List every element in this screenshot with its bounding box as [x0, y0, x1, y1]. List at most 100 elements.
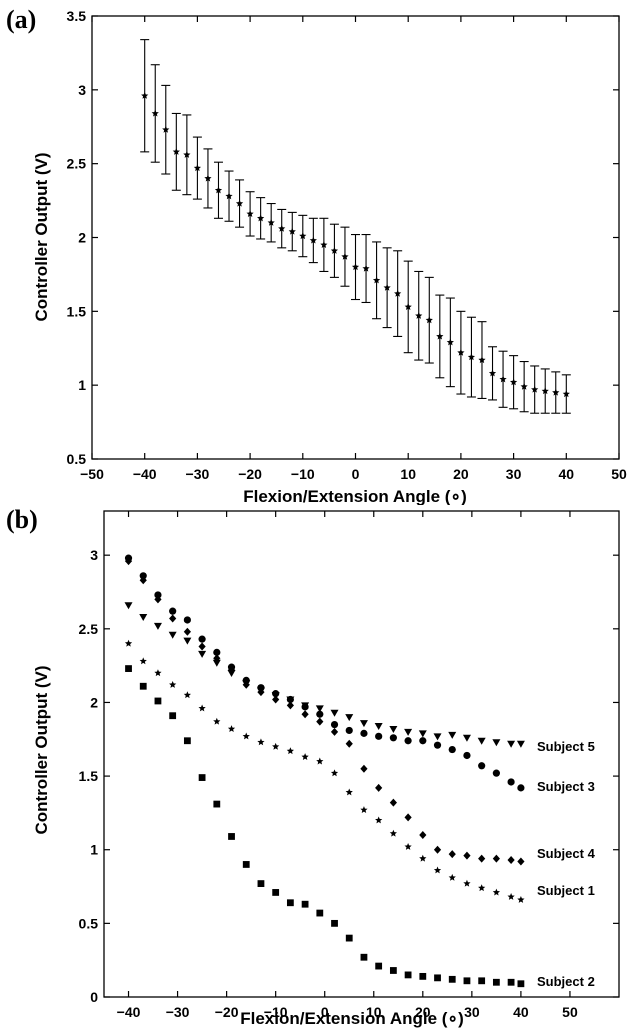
- point-b-subject-3-14: [330, 720, 339, 729]
- point-b-subject-1-8: [242, 732, 250, 740]
- point-a-series-0-31: [467, 353, 476, 361]
- point-b-subject-2-2: [154, 697, 162, 705]
- point-a-series-0-24: [394, 289, 402, 297]
- point-b-subject-1-9: [257, 738, 265, 746]
- point-b-subject-1-20: [419, 854, 427, 862]
- x-tick-label-a-8: 30: [506, 466, 522, 482]
- point-b-subject-3-18: [389, 734, 397, 742]
- point-b-subject-2-12: [301, 900, 309, 908]
- point-b-subject-1-15: [345, 788, 353, 796]
- point-b-subject-5-24: [477, 737, 486, 745]
- x-tick-label-b-1: −30: [166, 1004, 190, 1020]
- panel-label-a: (a): [6, 5, 36, 34]
- point-b-subject-3-23: [463, 751, 471, 760]
- point-b-subject-5-5: [198, 650, 207, 658]
- point-a-series-0-18: [330, 246, 339, 254]
- point-b-subject-3-20: [419, 737, 427, 745]
- y-tick-label-a-4: 2.5: [67, 156, 87, 172]
- point-b-subject-5-21: [433, 733, 442, 741]
- y-tick-label-b-4: 2: [90, 694, 98, 710]
- point-b-subject-2-27: [517, 980, 525, 988]
- point-b-subject-2-16: [360, 953, 368, 961]
- point-b-subject-3-8: [242, 676, 250, 684]
- point-a-series-0-13: [278, 224, 286, 232]
- point-b-subject-5-2: [153, 622, 162, 630]
- point-b-subject-4-4: [183, 627, 191, 636]
- point-b-subject-4-21: [433, 845, 442, 854]
- point-a-series-0-0: [141, 91, 149, 99]
- point-b-subject-5-4: [183, 637, 192, 645]
- point-b-subject-4-13: [316, 717, 324, 726]
- point-b-subject-4-19: [404, 813, 412, 822]
- point-b-subject-3-5: [198, 635, 206, 643]
- point-b-subject-1-27: [517, 896, 525, 903]
- point-b-subject-1-10: [272, 742, 280, 750]
- y-axis-title-b: Controller Output (V): [32, 665, 51, 834]
- point-b-subject-2-10: [272, 889, 280, 896]
- point-a-series-0-21: [362, 264, 370, 272]
- point-b-subject-2-17: [375, 962, 383, 970]
- point-b-subject-5-15: [345, 714, 354, 722]
- point-a-series-0-36: [520, 382, 528, 390]
- point-b-subject-4-24: [478, 854, 486, 863]
- point-b-subject-4-0: [124, 557, 133, 566]
- series-b-subject-5: [124, 602, 525, 748]
- point-b-subject-2-3: [169, 712, 177, 720]
- x-tick-label-a-4: −10: [291, 466, 315, 482]
- point-b-subject-2-21: [434, 974, 441, 982]
- point-a-series-0-33: [488, 369, 497, 377]
- point-b-subject-4-5: [198, 642, 206, 651]
- point-b-subject-1-11: [286, 747, 294, 755]
- x-tick-label-a-2: −30: [186, 466, 210, 482]
- point-a-series-0-15: [299, 232, 307, 240]
- point-a-series-0-12: [267, 218, 275, 226]
- point-b-subject-5-27: [516, 740, 525, 748]
- point-b-subject-1-24: [478, 884, 486, 892]
- point-b-subject-5-19: [404, 728, 413, 736]
- point-b-subject-4-20: [419, 831, 427, 839]
- point-b-subject-1-21: [433, 866, 442, 874]
- plot-frame-b: [103, 510, 620, 998]
- point-b-subject-5-22: [448, 731, 457, 739]
- point-b-subject-1-25: [492, 888, 500, 896]
- point-b-subject-5-1: [139, 614, 148, 622]
- point-b-subject-1-4: [183, 691, 191, 699]
- point-b-subject-3-15: [345, 726, 353, 735]
- point-a-series-0-1: [151, 109, 159, 117]
- point-b-subject-5-13: [315, 705, 324, 713]
- y-tick-label-a-2: 1.5: [67, 303, 87, 319]
- point-a-series-0-7: [214, 186, 223, 194]
- point-b-subject-2-11: [286, 899, 294, 907]
- point-a-series-0-28: [436, 332, 444, 340]
- point-b-subject-1-13: [316, 757, 324, 765]
- point-b-subject-2-24: [478, 977, 486, 985]
- point-b-subject-4-25: [492, 854, 500, 863]
- point-a-series-0-20: [351, 263, 360, 271]
- point-b-subject-2-0: [125, 665, 132, 672]
- point-a-series-0-5: [193, 164, 202, 172]
- point-b-subject-4-8: [242, 680, 250, 689]
- point-b-subject-4-2: [154, 595, 162, 604]
- point-a-series-0-38: [541, 387, 549, 395]
- point-b-subject-2-1: [139, 682, 147, 690]
- x-tick-label-b-2: −20: [215, 1004, 239, 1020]
- point-b-subject-1-7: [227, 725, 236, 733]
- x-tick-label-a-7: 20: [453, 466, 469, 482]
- point-b-subject-1-0: [124, 639, 133, 647]
- point-b-subject-4-7: [227, 666, 236, 675]
- y-tick-label-a-0: 0.5: [67, 451, 87, 467]
- point-b-subject-4-12: [301, 710, 309, 719]
- point-b-subject-3-27: [517, 784, 525, 792]
- point-b-subject-2-19: [404, 971, 412, 979]
- point-b-subject-5-18: [389, 725, 398, 733]
- point-a-series-0-39: [552, 388, 560, 396]
- series-label-subject-2: Subject 2: [537, 974, 595, 989]
- point-b-subject-4-22: [448, 850, 456, 859]
- point-b-subject-2-18: [389, 967, 397, 974]
- point-b-subject-2-22: [448, 975, 456, 983]
- point-b-subject-5-6: [212, 659, 221, 667]
- series-label-subject-5: Subject 5: [537, 739, 595, 754]
- point-a-series-0-10: [246, 210, 254, 217]
- point-a-series-0-2: [162, 125, 170, 133]
- y-tick-label-b-6: 3: [90, 547, 98, 563]
